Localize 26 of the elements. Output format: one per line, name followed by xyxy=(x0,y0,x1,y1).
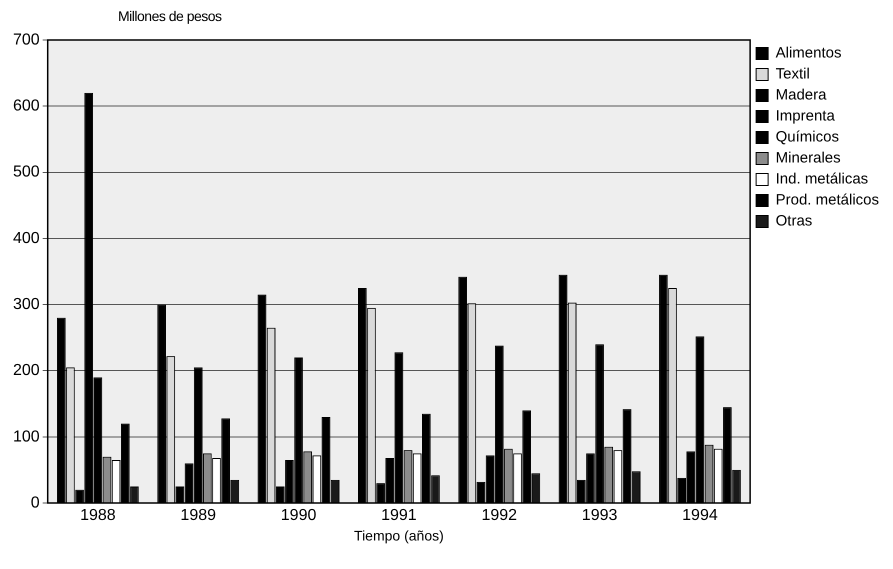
x-tick-label: 1990 xyxy=(280,507,316,524)
x-tick-label: 1991 xyxy=(381,507,417,524)
legend-label: Imprenta xyxy=(776,108,836,125)
legend-label: Prod. metálicos xyxy=(776,192,879,209)
y-axis-title: Millones de pesos xyxy=(118,8,222,24)
y-tick-label: 100 xyxy=(12,428,40,446)
x-tick-label: 1994 xyxy=(682,507,718,524)
legend-label: Ind. metálicas xyxy=(776,170,868,188)
y-tick-label: 700 xyxy=(12,31,40,48)
x-tick-label: 1992 xyxy=(481,507,518,524)
y-tick-label: 600 xyxy=(12,98,40,115)
x-tick-label: 1988 xyxy=(80,507,116,524)
legend-label: Minerales xyxy=(776,150,841,167)
y-tick-label: 0 xyxy=(30,494,40,512)
legend-label: Alimentos xyxy=(776,44,842,62)
x-tick-label: 1993 xyxy=(582,507,618,524)
y-tick-label: 500 xyxy=(12,164,40,181)
legend-label: Madera xyxy=(776,86,828,104)
legend-label: Químicos xyxy=(776,128,839,146)
y-tick-label: 200 xyxy=(12,362,40,380)
legend-label: Textil xyxy=(776,66,810,83)
y-tick-label: 400 xyxy=(12,230,40,247)
x-tick-label: 1989 xyxy=(180,507,216,524)
y-tick-label: 300 xyxy=(12,296,40,313)
legend-label: Otras xyxy=(776,212,812,230)
x-axis-title: Tiempo (años) xyxy=(354,527,444,544)
